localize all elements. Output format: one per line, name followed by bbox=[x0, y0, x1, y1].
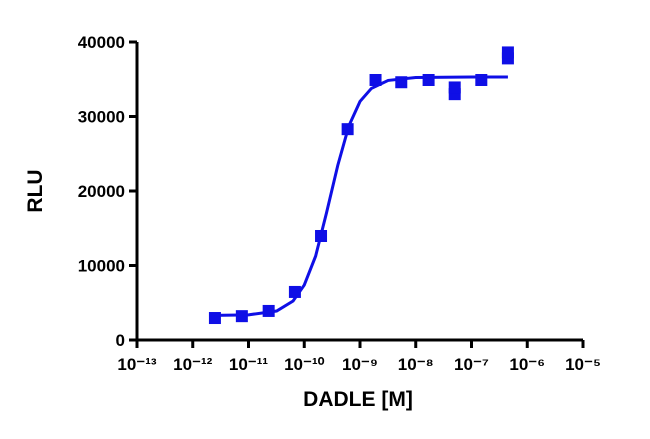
x-tick-label: 10⁻⁶ bbox=[509, 355, 545, 374]
y-tick-label: 0 bbox=[116, 331, 125, 350]
data-point bbox=[422, 73, 435, 86]
data-point bbox=[369, 73, 382, 86]
x-tick-label: 10⁻¹¹ bbox=[229, 355, 269, 374]
x-tick-label: 10⁻⁸ bbox=[398, 355, 434, 374]
fit-curve bbox=[214, 75, 508, 317]
x-axis-title: DADLE [M] bbox=[303, 388, 413, 411]
data-point bbox=[448, 81, 461, 94]
x-tick-label: 10⁻¹³ bbox=[117, 355, 157, 374]
y-tick-label: 20000 bbox=[78, 182, 125, 201]
x-tick-label: 10⁻⁹ bbox=[342, 355, 378, 374]
y-tick-label: 10000 bbox=[78, 257, 125, 276]
x-tick-label: 10⁻¹² bbox=[173, 355, 213, 374]
data-point bbox=[501, 46, 514, 59]
y-tick-label: 30000 bbox=[78, 108, 125, 127]
x-tick-label: 10⁻¹⁰ bbox=[284, 355, 325, 374]
y-axis-title: RLU bbox=[24, 169, 47, 212]
x-tick-label: 10⁻⁵ bbox=[565, 355, 601, 374]
x-tick-label: 10⁻⁷ bbox=[454, 355, 489, 374]
y-tick-label: 40000 bbox=[78, 33, 125, 52]
